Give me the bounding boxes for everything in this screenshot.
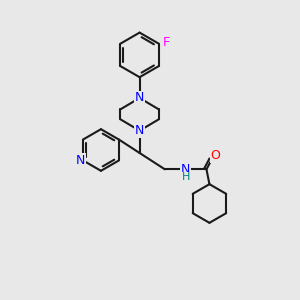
Text: N: N [76,154,85,167]
Text: N: N [135,92,144,104]
Text: O: O [211,149,220,162]
Text: H: H [182,172,190,182]
Text: F: F [163,36,170,49]
Text: N: N [135,124,144,137]
Text: N: N [181,163,190,176]
